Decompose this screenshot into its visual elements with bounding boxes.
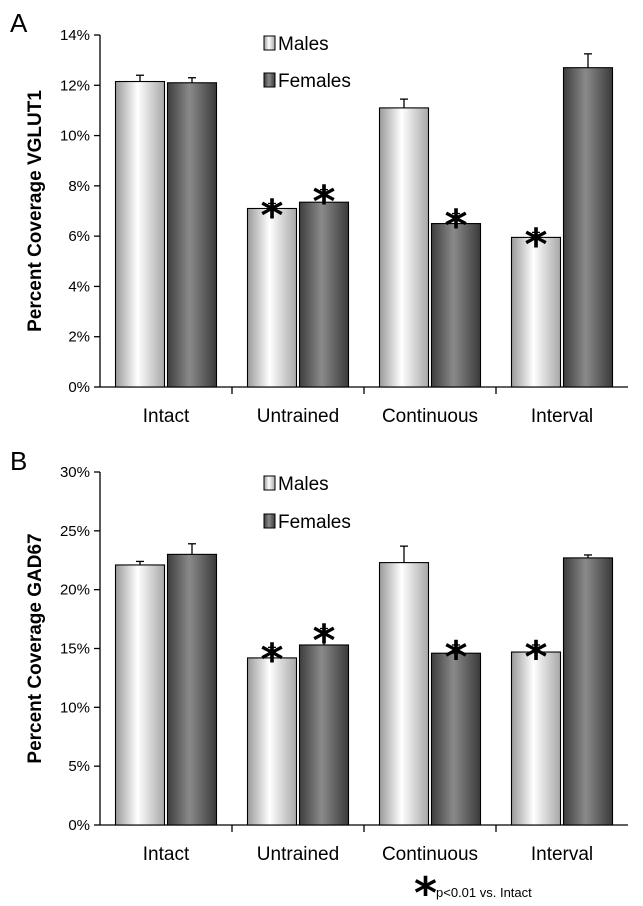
y-tick-label: 4% xyxy=(68,278,90,295)
y-tick-label: 30% xyxy=(60,464,90,481)
bar-females-untrained xyxy=(298,201,350,388)
y-tick-label: 2% xyxy=(68,329,90,346)
bar-males-untrained xyxy=(246,657,298,826)
legend-item-males: Males xyxy=(263,34,329,55)
significance-star: * xyxy=(312,615,335,666)
bar-females-continuous xyxy=(430,223,482,388)
y-tick-label: 5% xyxy=(68,758,90,775)
category-label: Untrained xyxy=(257,844,339,865)
y-tick-label: 6% xyxy=(68,228,90,245)
significance-star: * xyxy=(444,632,467,683)
legend-item-males: Males xyxy=(263,474,329,495)
significance-star: * xyxy=(524,219,547,270)
y-tick-label: 12% xyxy=(60,77,90,94)
bar-females-interval xyxy=(562,67,614,388)
y-tick-label: 10% xyxy=(60,128,90,145)
legend-item-females: Females xyxy=(263,71,351,92)
y-tick-label: 15% xyxy=(60,641,90,658)
panel-letter: A xyxy=(10,8,28,38)
category-label: Continuous xyxy=(382,406,478,427)
significance-star: * xyxy=(260,190,283,241)
bar-males-continuous xyxy=(378,107,430,388)
bar-males-continuous xyxy=(378,562,430,826)
category-label: Intact xyxy=(143,844,190,865)
category-label: Intact xyxy=(143,406,190,427)
significance-star: * xyxy=(260,634,283,685)
legend-label: Males xyxy=(278,474,329,495)
significance-note-symbol: * xyxy=(414,868,437,906)
y-tick-label: 8% xyxy=(68,178,90,195)
bar-females-untrained xyxy=(298,644,350,826)
y-tick-label: 20% xyxy=(60,582,90,599)
category-label: Interval xyxy=(531,406,593,427)
y-tick-label: 14% xyxy=(60,27,90,44)
category-label: Untrained xyxy=(257,406,339,427)
y-tick-label: 0% xyxy=(68,379,90,396)
category-label: Interval xyxy=(531,844,593,865)
legend-swatch xyxy=(263,475,276,491)
category-label: Continuous xyxy=(382,844,478,865)
y-axis-label: Percent Coverage VGLUT1 xyxy=(25,90,46,332)
bar-females-intact xyxy=(166,553,218,826)
legend-item-females: Females xyxy=(263,512,351,533)
bar-females-continuous xyxy=(430,652,482,826)
panel-letter: B xyxy=(10,446,27,476)
y-tick-label: 10% xyxy=(60,699,90,716)
significance-note-text: p<0.01 vs. Intact xyxy=(436,885,532,900)
significance-note: * p<0.01 vs. Intact xyxy=(414,868,532,906)
bar-males-interval xyxy=(510,236,562,388)
bar-males-untrained xyxy=(246,207,298,388)
significance-star: * xyxy=(444,201,467,252)
bar-females-intact xyxy=(166,82,218,388)
bar-males-intact xyxy=(114,564,166,826)
significance-star: * xyxy=(312,177,335,228)
chart-panel-a: A Percent Coverage VGLUT1 0% 2% 4% 6% 8% 10% 12%… xyxy=(10,8,628,427)
y-axis-label: Percent Coverage GAD67 xyxy=(25,533,46,763)
legend-swatch xyxy=(263,35,276,51)
significance-star: * xyxy=(524,632,547,683)
bar-females-interval xyxy=(562,557,614,826)
legend-label: Females xyxy=(278,71,351,92)
legend-swatch xyxy=(263,513,276,529)
bar-males-intact xyxy=(114,80,166,388)
chart-panel-b: B Percent Coverage GAD67 0% 5% 10% 15% 20% 25% 3… xyxy=(10,446,628,865)
legend-swatch xyxy=(263,72,276,88)
y-tick-label: 25% xyxy=(60,523,90,540)
legend-label: Males xyxy=(278,34,329,55)
legend-label: Females xyxy=(278,512,351,533)
y-tick-label: 0% xyxy=(68,817,90,834)
